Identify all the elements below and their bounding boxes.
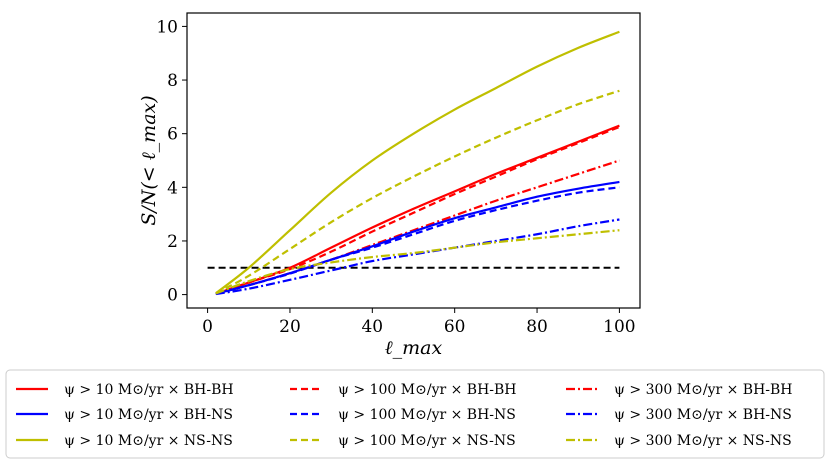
legend-item: ψ > 300 M⊙/yr × NS-NS <box>566 433 792 449</box>
legend-item: ψ > 100 M⊙/yr × NS-NS <box>290 433 516 449</box>
x-tick-label: 100 <box>603 317 635 337</box>
series-line-2 <box>215 125 620 295</box>
legend-item: ψ > 10 M⊙/yr × NS-NS <box>16 433 233 449</box>
series-line-7 <box>215 30 620 295</box>
y-tick-label: 2 <box>167 232 178 252</box>
x-tick-label: 0 <box>202 317 213 337</box>
legend-label: ψ > 100 M⊙/yr × BH-BH <box>338 382 517 398</box>
legend-item: ψ > 10 M⊙/yr × BH-NS <box>16 407 233 423</box>
x-tick-label: 20 <box>279 317 301 337</box>
y-axis: 0 2 4 6 8 10 <box>156 17 187 306</box>
y-tick-label: 8 <box>167 71 178 91</box>
y-tick-label: 4 <box>167 178 178 198</box>
legend-label: ψ > 100 M⊙/yr × BH-NS <box>338 407 516 423</box>
y-tick-label: 10 <box>156 17 178 37</box>
legend-label: ψ > 300 M⊙/yr × NS-NS <box>614 433 792 449</box>
legend-item: ψ > 300 M⊙/yr × BH-BH <box>566 382 793 398</box>
legend-item: ψ > 100 M⊙/yr × BH-BH <box>290 382 517 398</box>
y-tick-label: 6 <box>167 125 178 145</box>
series-line-9 <box>215 229 620 295</box>
y-axis-label: S/N(< ℓ_max) <box>138 95 160 225</box>
legend-item: ψ > 100 M⊙/yr × BH-NS <box>290 407 516 423</box>
plot-area <box>186 12 641 309</box>
legend-label: ψ > 10 M⊙/yr × BH-NS <box>64 407 233 423</box>
x-tick-label: 60 <box>444 317 466 337</box>
legend-label: ψ > 100 M⊙/yr × NS-NS <box>338 433 516 449</box>
x-tick-label: 40 <box>361 317 383 337</box>
plot-frame <box>186 12 641 309</box>
legend-box <box>5 369 825 459</box>
legend: ψ > 10 M⊙/yr × BH-BH ψ > 10 M⊙/yr × BH-NS… <box>5 369 825 459</box>
x-axis-label: ℓ_max <box>385 337 443 359</box>
legend-label: ψ > 300 M⊙/yr × BH-NS <box>614 407 792 423</box>
legend-label: ψ > 10 M⊙/yr × BH-BH <box>64 382 234 398</box>
series-line-4 <box>215 180 620 295</box>
series-line-1 <box>215 124 620 295</box>
legend-item: ψ > 300 M⊙/yr × BH-NS <box>566 407 792 423</box>
series-line-8 <box>215 89 620 295</box>
x-tick-label: 80 <box>526 317 548 337</box>
legend-label: ψ > 300 M⊙/yr × BH-BH <box>614 382 793 398</box>
x-axis: 0 20 40 60 80 100 <box>202 308 636 337</box>
legend-label: ψ > 10 M⊙/yr × NS-NS <box>64 433 233 449</box>
legend-item: ψ > 10 M⊙/yr × BH-BH <box>16 382 234 398</box>
y-tick-label: 0 <box>167 286 178 306</box>
series-line-5 <box>215 186 620 295</box>
